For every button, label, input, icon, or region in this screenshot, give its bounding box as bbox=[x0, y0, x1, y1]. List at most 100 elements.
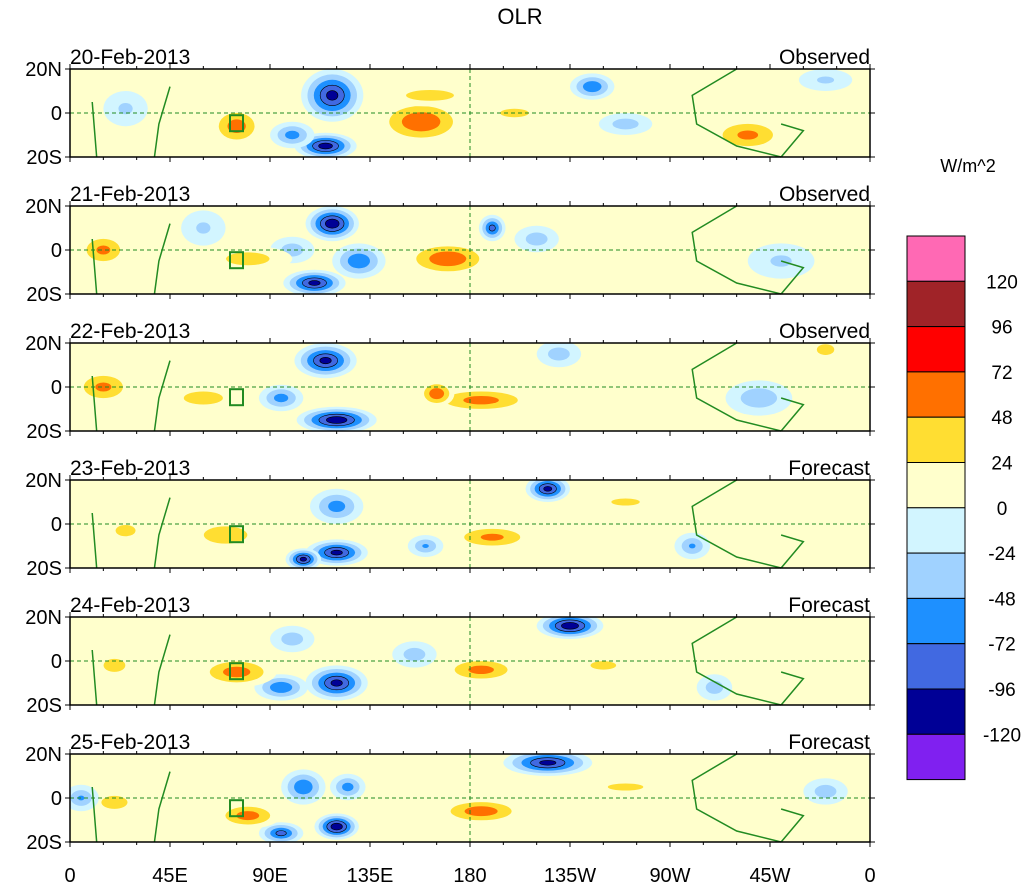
colorbar-label: 48 bbox=[991, 408, 1012, 429]
y-tick-label: 20S bbox=[26, 284, 62, 306]
panel-kind: Forecast bbox=[788, 457, 870, 480]
anomaly-contour bbox=[227, 119, 246, 133]
anomaly-contour bbox=[330, 549, 343, 556]
anomaly-contour bbox=[548, 347, 570, 361]
anomaly-contour bbox=[77, 795, 85, 801]
colorbar-label: 120 bbox=[986, 272, 1018, 293]
y-tick-label: 0 bbox=[51, 377, 62, 399]
map-panel: 20N 0 20S 23-Feb-2013 Forecast bbox=[25, 457, 875, 580]
anomaly-contour bbox=[561, 622, 579, 630]
x-tick-label: 135W bbox=[544, 865, 596, 887]
coastline bbox=[91, 342, 805, 432]
anomaly-contour bbox=[347, 253, 371, 269]
chart-title: OLR bbox=[497, 4, 542, 29]
anomaly-contour bbox=[285, 130, 300, 140]
anomaly-contour bbox=[103, 658, 126, 672]
colorbar-swatch bbox=[906, 643, 966, 690]
anomaly-contour bbox=[688, 543, 696, 549]
anomaly-contour bbox=[326, 90, 339, 101]
x-tick-label: 0 bbox=[864, 865, 875, 887]
anomaly-contour bbox=[429, 251, 467, 267]
colorbar-label: -48 bbox=[988, 589, 1015, 610]
colorbar-swatch bbox=[906, 688, 966, 735]
anomaly-contour bbox=[582, 81, 602, 93]
colorbar-swatch bbox=[906, 733, 966, 781]
y-tick-label: 20N bbox=[25, 59, 62, 81]
x-tick-label: 180 bbox=[453, 865, 486, 887]
anomaly-contour bbox=[737, 130, 759, 140]
anomaly-contour bbox=[299, 556, 307, 562]
anomaly-contour bbox=[101, 795, 128, 809]
y-tick-label: 20N bbox=[25, 744, 62, 766]
region-box bbox=[229, 799, 244, 818]
coastline bbox=[91, 753, 805, 843]
y-tick-label: 20S bbox=[26, 832, 62, 854]
anomaly-contour bbox=[429, 388, 445, 400]
anomaly-contour bbox=[611, 498, 640, 506]
colorbar-swatch bbox=[906, 280, 966, 328]
anomaly-contour bbox=[196, 222, 211, 234]
anomaly-contour bbox=[525, 232, 548, 246]
panel-kind: Observed bbox=[779, 183, 870, 206]
y-tick-label: 20N bbox=[25, 470, 62, 492]
anomaly-contour bbox=[612, 118, 639, 130]
region-box bbox=[229, 114, 244, 133]
x-tick-label: 90W bbox=[649, 865, 690, 887]
anomaly-contour bbox=[118, 102, 133, 115]
y-tick-label: 20S bbox=[26, 558, 62, 580]
coastline bbox=[91, 68, 805, 158]
map-panel: 20N 0 20S 21-Feb-2013 Observed bbox=[25, 183, 875, 306]
x-tick-label: 45W bbox=[749, 865, 790, 887]
anomaly-contour bbox=[275, 830, 287, 837]
anomaly-field bbox=[70, 754, 870, 842]
anomaly-contour bbox=[115, 524, 136, 537]
x-tick-label: 90E bbox=[252, 865, 288, 887]
panel-kind: Forecast bbox=[788, 731, 870, 754]
coastline bbox=[91, 616, 805, 706]
anomaly-contour bbox=[308, 280, 321, 286]
anomaly-contour bbox=[318, 142, 333, 150]
anomaly-contour bbox=[274, 393, 289, 403]
colorbar-label: 24 bbox=[991, 454, 1013, 475]
panel-kind: Forecast bbox=[788, 594, 870, 617]
y-tick-label: 0 bbox=[51, 514, 62, 536]
anomaly-contour bbox=[342, 782, 354, 792]
coastline bbox=[91, 205, 805, 295]
colorbar-label: -120 bbox=[983, 725, 1021, 746]
y-tick-label: 0 bbox=[51, 103, 62, 125]
anomaly-contour bbox=[222, 666, 251, 678]
anomaly-contour bbox=[607, 783, 644, 791]
anomaly-contour bbox=[96, 245, 111, 255]
x-tick-label: 0 bbox=[64, 865, 75, 887]
x-tick-label: 45E bbox=[152, 865, 188, 887]
anomaly-contour bbox=[401, 112, 441, 132]
map-panel: 20N 0 20S 20-Feb-2013 Observed bbox=[25, 46, 875, 169]
region-box bbox=[229, 388, 244, 407]
panel-kind: Observed bbox=[779, 320, 870, 343]
y-tick-label: 20N bbox=[25, 333, 62, 355]
colorbar-swatch bbox=[906, 507, 966, 554]
region-box bbox=[229, 525, 244, 544]
panel-date: 22-Feb-2013 bbox=[70, 320, 190, 343]
panel-date: 25-Feb-2013 bbox=[70, 731, 190, 754]
anomaly-contour bbox=[325, 218, 340, 229]
y-tick-label: 20S bbox=[26, 695, 62, 717]
map-panel: 20N 0 20S 22-Feb-2013 Observed bbox=[25, 320, 875, 443]
anomaly-contour bbox=[95, 382, 112, 392]
panel-date: 23-Feb-2013 bbox=[70, 457, 190, 480]
colorbar-swatch bbox=[906, 416, 966, 464]
anomaly-contour bbox=[422, 543, 429, 549]
anomaly-contour bbox=[539, 760, 557, 766]
anomaly-contour bbox=[468, 665, 494, 675]
colorbar-swatch bbox=[906, 326, 966, 373]
anomaly-contour bbox=[403, 647, 426, 661]
y-tick-label: 20N bbox=[25, 196, 62, 218]
anomaly-contour bbox=[326, 416, 348, 424]
colorbar-swatch bbox=[906, 462, 966, 509]
anomaly-contour bbox=[814, 784, 837, 798]
colorbar-swatch bbox=[906, 552, 966, 599]
anomaly-contour bbox=[543, 486, 553, 492]
map-panel: 20N 0 20S 25-Feb-2013 Forecast bbox=[25, 731, 875, 854]
colorbar-swatch bbox=[906, 371, 966, 418]
